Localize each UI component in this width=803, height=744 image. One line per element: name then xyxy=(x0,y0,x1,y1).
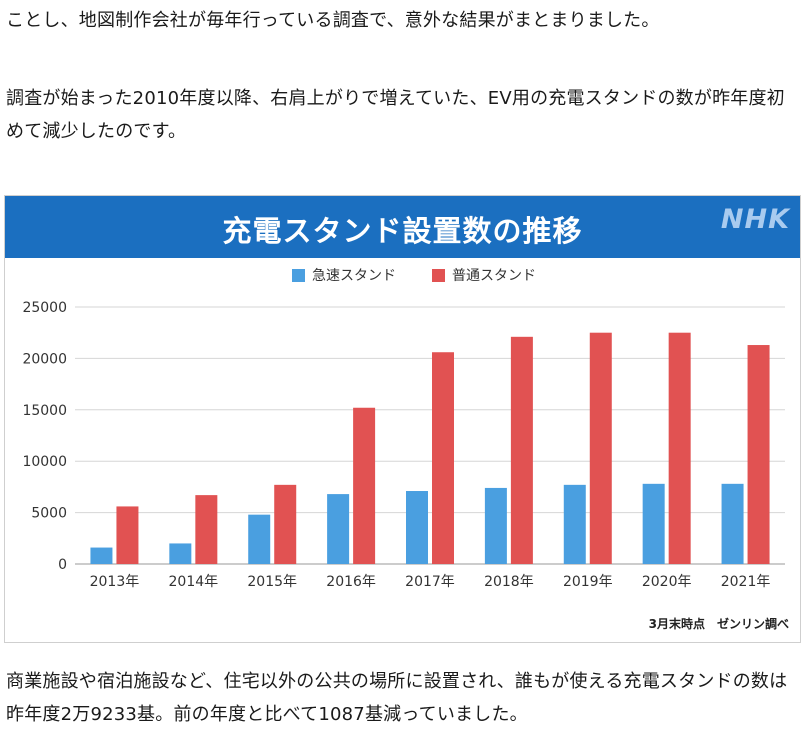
bar-rapid xyxy=(248,514,271,564)
body-paragraph: 調査が始まった2010年度以降、右肩上がりで増えていた、EV用の充電スタンドの数… xyxy=(6,88,785,142)
bar-rapid xyxy=(90,547,113,564)
x-tick-label: 2017年 xyxy=(405,574,455,590)
bar-normal xyxy=(668,332,691,564)
y-tick-label: 25000 xyxy=(22,300,67,316)
bar-normal xyxy=(589,332,612,564)
bar-normal xyxy=(747,345,770,564)
legend-swatch xyxy=(292,269,305,282)
chart-title: 充電スタンド設置数の推移 xyxy=(222,214,583,248)
x-tick-label: 2021年 xyxy=(721,574,771,590)
bar-rapid xyxy=(169,543,192,564)
x-tick-label: 2020年 xyxy=(642,574,692,590)
legend-label: 急速スタンド xyxy=(312,268,396,284)
bar-normal xyxy=(510,336,533,564)
bar-normal xyxy=(353,407,376,564)
intro-paragraph: ことし、地図制作会社が毎年行っている調査で、意外な結果がまとまりました。 xyxy=(6,10,660,31)
legend-label: 普通スタンド xyxy=(452,268,536,284)
bar-rapid xyxy=(563,484,586,564)
bar-rapid xyxy=(484,487,507,564)
closing-paragraph: 商業施設や宿泊施設など、住宅以外の公共の場所に設置され、誰もが使える充電スタンド… xyxy=(6,671,788,725)
nhk-logo: NHK xyxy=(720,204,790,235)
y-tick-label: 15000 xyxy=(22,403,67,419)
chart-figure: 充電スタンド設置数の推移 NHK 0 5000 10000 15000 20000 250… xyxy=(4,195,801,643)
bar-rapid xyxy=(721,483,744,564)
source-note: 3月末時点 ゼンリン調べ xyxy=(649,616,789,631)
chart-banner: 充電スタンド設置数の推移 NHK xyxy=(5,196,800,258)
x-tick-label: 2019年 xyxy=(563,574,613,590)
x-tick-label: 2014年 xyxy=(169,574,219,590)
y-tick-label: 20000 xyxy=(22,351,67,367)
bar-rapid xyxy=(406,491,428,564)
x-tick-label: 2018年 xyxy=(484,574,534,590)
bar-rapid xyxy=(642,483,665,564)
y-tick-label: 5000 xyxy=(31,506,67,522)
bar-rapid xyxy=(327,494,350,564)
y-tick-label: 10000 xyxy=(22,454,67,470)
legend-swatch xyxy=(432,269,445,282)
bar-normal xyxy=(274,484,297,564)
x-tick-label: 2016年 xyxy=(326,574,376,590)
y-tick-label: 0 xyxy=(58,557,67,573)
x-tick-label: 2013年 xyxy=(90,574,140,590)
bar-normal xyxy=(116,506,139,564)
bar-normal xyxy=(195,495,218,564)
x-tick-label: 2015年 xyxy=(247,574,297,590)
bar-chart: 0 5000 10000 15000 20000 25000 2013年 2014年 2015年… xyxy=(22,268,789,631)
bar-normal xyxy=(432,352,454,564)
